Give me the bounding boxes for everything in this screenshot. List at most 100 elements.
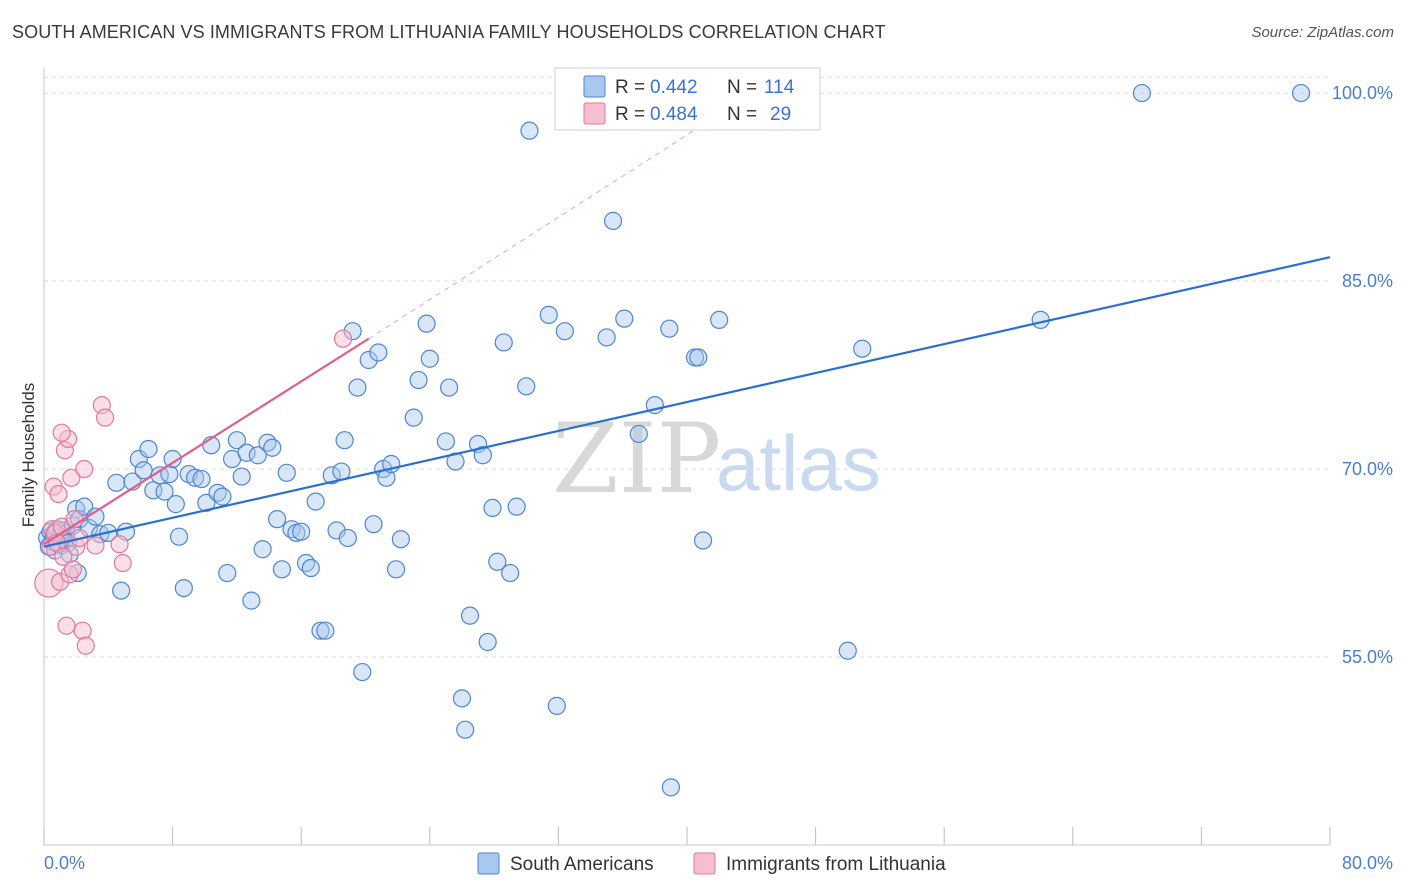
point-south-americans-103 [539, 305, 558, 324]
point-lithuania-15 [63, 560, 83, 579]
point-south-americans-71 [338, 528, 357, 548]
legend-swatch-pink [583, 102, 606, 125]
point-lithuania-11 [57, 616, 76, 635]
legend-n-value-1: 114 [764, 77, 795, 98]
point-south-americans-112 [661, 778, 681, 797]
point-south-americans-101 [517, 377, 536, 396]
point-south-americans-25 [112, 581, 131, 600]
legend-n-label-1: N = [727, 77, 757, 98]
point-lithuania-25 [113, 553, 132, 573]
point-south-americans-98 [494, 333, 513, 352]
point-south-americans-74 [353, 662, 372, 682]
point-south-americans-57 [272, 560, 292, 579]
point-south-americans-108 [615, 309, 634, 328]
point-south-americans-99 [501, 563, 520, 583]
y-tick-label-100: 100.0% [1332, 83, 1393, 103]
point-lithuania-21 [76, 636, 95, 655]
point-south-americans-33 [155, 482, 174, 501]
watermark-zip: ZIP [552, 403, 721, 515]
point-south-americans-84 [409, 370, 428, 390]
point-south-americans-66 [316, 621, 335, 640]
point-south-americans-52 [248, 446, 267, 465]
bottom-legend-label-blue: South Americans [510, 854, 654, 875]
y-axis-label: Family Households [19, 383, 38, 528]
x-ticks [43, 827, 1331, 845]
point-lithuania-6 [49, 484, 68, 504]
point-south-americans-109 [629, 424, 648, 444]
y-tick-label-55: 55.0% [1342, 647, 1393, 667]
point-south-americans-117 [838, 641, 857, 660]
point-south-americans-118 [853, 339, 872, 358]
point-south-americans-24 [107, 473, 126, 492]
bottom-legend-label-pink: Immigrants from Lithuania [726, 854, 946, 875]
point-south-americans-54 [258, 433, 277, 452]
chart-title: SOUTH AMERICAN VS IMMIGRANTS FROM LITHUA… [12, 22, 886, 42]
point-south-americans-64 [306, 492, 325, 511]
point-south-americans-75 [359, 350, 378, 370]
point-lithuania-20 [75, 459, 94, 479]
point-south-americans-58 [277, 463, 296, 482]
point-south-americans-67 [322, 466, 341, 485]
point-south-americans-36 [166, 495, 185, 514]
point-lithuania-9 [54, 547, 73, 566]
legend-r-value-1: 0.442 [650, 77, 698, 98]
point-south-americans-76 [364, 515, 383, 534]
legend-n-value-2: 29 [770, 104, 791, 125]
point-south-americans-96 [483, 498, 502, 517]
point-south-americans-119 [1031, 310, 1050, 329]
point-south-americans-81 [386, 560, 406, 579]
point-south-americans-90 [452, 689, 472, 708]
trend-line-lithuania-extension [368, 113, 720, 340]
point-south-americans-91 [456, 720, 475, 739]
point-south-americans-50 [237, 443, 256, 462]
y-tick-label-85: 85.0% [1342, 271, 1393, 291]
bottom-legend-swatch-blue [477, 852, 500, 875]
point-south-americans-92 [460, 606, 480, 625]
point-south-americans-86 [420, 349, 439, 368]
point-south-americans-114 [689, 348, 708, 367]
trend-lines [43, 113, 1331, 548]
point-south-americans-87 [436, 432, 455, 451]
bottom-legend: South Americans Immigrants from Lithuani… [477, 852, 946, 875]
point-south-americans-46 [218, 563, 237, 583]
bottom-legend-swatch-pink [693, 852, 716, 875]
point-south-americans-100 [507, 497, 526, 516]
point-south-americans-82 [391, 530, 410, 549]
point-south-americans-48 [227, 431, 246, 450]
x-tick-label-max: 80.0% [1342, 853, 1393, 873]
point-south-americans-73 [348, 378, 367, 397]
legend-r-label-1: R = [615, 77, 645, 98]
point-south-americans-104 [547, 696, 566, 715]
point-south-americans-106 [597, 328, 616, 347]
point-south-americans-105 [555, 322, 574, 341]
y-tick-label-70: 70.0% [1342, 459, 1393, 479]
legend-swatch-blue [583, 75, 606, 98]
legend-r-value-2: 0.484 [650, 104, 698, 125]
point-south-americans-70 [335, 431, 354, 450]
point-south-americans-37 [169, 527, 189, 546]
point-south-americans-56 [267, 510, 287, 529]
legend-n-label-2: N = [727, 104, 757, 125]
y-tick-labels: 55.0% 70.0% 85.0% 100.0% [1332, 83, 1393, 667]
point-south-americans-45 [213, 487, 232, 506]
point-south-americans-116 [710, 310, 729, 329]
point-lithuania-14 [62, 468, 81, 487]
point-south-americans-62 [296, 553, 316, 573]
point-south-americans-35 [163, 449, 182, 469]
point-lithuania-22 [86, 536, 105, 555]
point-lithuania-19 [73, 621, 92, 640]
point-south-americans-120 [1132, 83, 1152, 103]
point-south-americans-111 [660, 319, 679, 338]
point-south-americans-121 [1291, 83, 1311, 103]
series-south-americans [38, 83, 1311, 797]
legend-box: R = 0.442 N = 114 R = 0.484 N = 29 [554, 67, 821, 131]
point-south-americans-107 [603, 211, 623, 230]
gridlines [44, 76, 1330, 658]
point-south-americans-55 [263, 438, 282, 457]
point-south-americans-115 [693, 531, 713, 550]
point-south-americans-77 [369, 343, 388, 362]
point-south-americans-63 [301, 558, 320, 578]
point-lithuania-28 [52, 423, 71, 442]
point-south-americans-40 [186, 468, 205, 487]
